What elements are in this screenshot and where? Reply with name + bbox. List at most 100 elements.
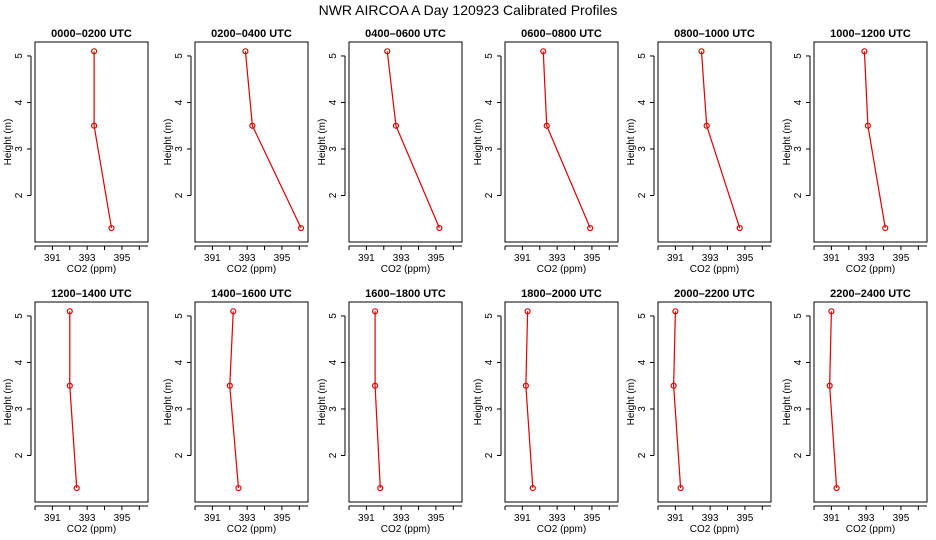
y-tick-label: 4 (14, 359, 25, 365)
y-tick-label: 4 (793, 359, 804, 365)
profile-line (69, 311, 78, 489)
profile-line (542, 51, 591, 229)
data-point (377, 484, 384, 492)
profile-line (700, 51, 741, 229)
data-point (833, 484, 840, 492)
y-axis-label: Height (m) (782, 379, 793, 426)
x-tick-label: 393 (702, 253, 719, 264)
x-tick-label: 391 (358, 513, 375, 524)
y-axis-label: Height (m) (3, 119, 14, 166)
y-axis-label: Height (m) (782, 119, 793, 166)
profile-line (673, 311, 682, 489)
data-point (384, 48, 391, 55)
x-axis-label: CO2 (ppm) (381, 264, 430, 275)
y-axis-label: Height (m) (317, 379, 328, 426)
plot-frame (657, 41, 772, 243)
x-tick-label: 395 (737, 253, 754, 264)
y-tick-label: 3 (484, 146, 495, 152)
y-axis-label: Height (m) (3, 379, 14, 426)
plot-frame (813, 301, 928, 503)
x-axis-label: CO2 (ppm) (381, 524, 430, 535)
y-tick-label: 3 (484, 406, 495, 412)
data-point (882, 224, 889, 232)
panel-title: 1800–2000 UTC (521, 288, 602, 300)
x-axis-label: CO2 (ppm) (537, 524, 586, 535)
y-tick-label: 5 (14, 313, 25, 319)
x-tick-label: 391 (514, 513, 531, 524)
y-tick-label: 4 (328, 359, 339, 365)
y-tick-label: 5 (484, 53, 495, 59)
plot-frame (657, 301, 772, 503)
data-point (249, 122, 256, 129)
data-point (297, 224, 305, 232)
y-axis-label: Height (m) (163, 379, 174, 426)
y-axis-label: Height (m) (163, 119, 174, 166)
panel-title: 2200–2400 UTC (830, 288, 911, 300)
x-tick-label: 393 (702, 513, 719, 524)
data-point (543, 122, 550, 129)
x-tick-label: 391 (44, 253, 61, 264)
data-point (677, 484, 684, 492)
x-tick-label: 393 (858, 513, 875, 524)
data-point (670, 382, 677, 389)
y-tick-label: 5 (637, 53, 648, 59)
y-tick-label: 3 (328, 406, 339, 412)
y-tick-label: 5 (174, 53, 185, 59)
y-tick-label: 5 (793, 53, 804, 59)
data-point (698, 48, 705, 55)
data-point (66, 382, 73, 389)
x-axis-label: CO2 (ppm) (846, 264, 895, 275)
x-tick-label: 391 (44, 513, 61, 524)
y-tick-label: 2 (174, 452, 185, 458)
plot-frame (194, 301, 309, 503)
x-tick-label: 393 (549, 253, 566, 264)
panel-title: 0800–1000 UTC (674, 28, 755, 40)
x-tick-label: 395 (274, 513, 291, 524)
y-tick-label: 2 (174, 192, 185, 198)
y-tick-label: 3 (14, 146, 25, 152)
y-tick-label: 4 (637, 359, 648, 365)
x-tick-label: 395 (428, 513, 445, 524)
x-tick-label: 391 (358, 253, 375, 264)
data-point (66, 308, 73, 315)
y-axis-label: Height (m) (317, 119, 328, 166)
panel-title: 2000–2200 UTC (674, 288, 755, 300)
x-tick-label: 395 (584, 253, 601, 264)
panel-title: 0200–0400 UTC (211, 28, 292, 40)
data-point (522, 382, 529, 389)
y-tick-label: 4 (174, 359, 185, 365)
y-tick-label: 5 (793, 313, 804, 319)
x-tick-label: 395 (893, 253, 910, 264)
y-tick-label: 5 (484, 313, 495, 319)
profile-line (93, 51, 113, 229)
x-tick-label: 391 (823, 253, 840, 264)
profile-line (374, 311, 381, 489)
plot-frame (504, 41, 619, 243)
plot-frame (813, 41, 928, 243)
x-axis-label: CO2 (ppm) (690, 524, 739, 535)
x-tick-label: 391 (514, 253, 531, 264)
y-tick-label: 3 (793, 406, 804, 412)
x-tick-label: 393 (393, 253, 410, 264)
data-point (226, 382, 233, 389)
y-axis-label: Height (m) (473, 379, 484, 426)
x-axis-label: CO2 (ppm) (67, 264, 116, 275)
x-axis-label: CO2 (ppm) (227, 524, 276, 535)
data-point (864, 122, 871, 129)
data-point (736, 224, 743, 232)
y-tick-label: 2 (793, 192, 804, 198)
x-tick-label: 391 (823, 513, 840, 524)
data-point (529, 484, 536, 492)
y-tick-label: 4 (793, 99, 804, 105)
data-point (540, 48, 547, 55)
y-tick-label: 3 (637, 406, 648, 412)
panel-title: 1600–1800 UTC (365, 288, 446, 300)
y-tick-label: 5 (637, 313, 648, 319)
x-tick-label: 395 (114, 513, 131, 524)
